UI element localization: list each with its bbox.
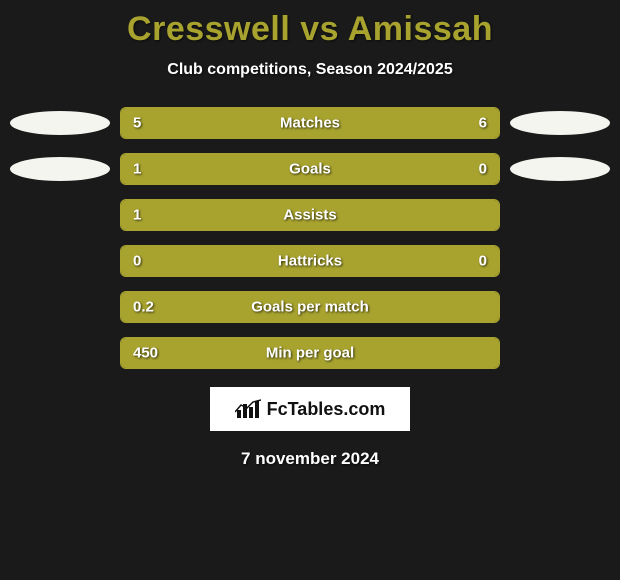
stat-row: 1 0 Goals — [10, 153, 610, 185]
fctables-logo[interactable]: FcTables.com — [210, 387, 410, 431]
stat-row: 450 Min per goal — [10, 337, 610, 369]
stat-bar: 450 Min per goal — [120, 337, 500, 369]
stat-bar: 1 Assists — [120, 199, 500, 231]
stat-bar: 5 6 Matches — [120, 107, 500, 139]
stat-bar: 1 0 Goals — [120, 153, 500, 185]
stat-right-value: 0 — [479, 253, 487, 270]
bar-left-fill — [121, 154, 416, 184]
comparison-card: Cresswell vs Amissah Club competitions, … — [0, 0, 620, 580]
stat-label: Goals per match — [251, 299, 369, 316]
left-ellipse-slot — [10, 293, 110, 321]
stat-label: Hattricks — [278, 253, 342, 270]
stat-label: Matches — [280, 115, 340, 132]
stat-left-value: 1 — [133, 207, 141, 224]
right-ellipse-slot — [510, 201, 610, 229]
stat-left-value: 450 — [133, 345, 158, 362]
stat-left-value: 5 — [133, 115, 141, 132]
left-ellipse-slot — [10, 201, 110, 229]
page-subtitle: Club competitions, Season 2024/2025 — [0, 61, 620, 79]
right-ellipse-slot — [510, 339, 610, 367]
stat-left-value: 0 — [133, 253, 141, 270]
left-ellipse-slot — [10, 339, 110, 367]
stats-area: 5 6 Matches 1 0 Goals 1 Assists 0 0 Hattricks 0.2 Go… — [0, 107, 620, 369]
left-ellipse-slot — [10, 247, 110, 275]
player-ellipse-icon — [10, 111, 110, 135]
logo-text: FcTables.com — [267, 399, 386, 420]
chart-icon — [235, 398, 261, 420]
date-line: 7 november 2024 — [0, 449, 620, 469]
stat-row: 1 Assists — [10, 199, 610, 231]
right-ellipse-slot — [510, 293, 610, 321]
stat-label: Min per goal — [266, 345, 354, 362]
stat-row: 0 0 Hattricks — [10, 245, 610, 277]
player-ellipse-icon — [510, 111, 610, 135]
stat-bar: 0.2 Goals per match — [120, 291, 500, 323]
stat-row: 5 6 Matches — [10, 107, 610, 139]
player-ellipse-icon — [510, 157, 610, 181]
left-ellipse-slot — [10, 155, 110, 183]
stat-label: Assists — [283, 207, 336, 224]
player-ellipse-icon — [10, 157, 110, 181]
left-ellipse-slot — [10, 109, 110, 137]
stat-label: Goals — [289, 161, 331, 178]
stat-row: 0.2 Goals per match — [10, 291, 610, 323]
right-ellipse-slot — [510, 247, 610, 275]
stat-bar: 0 0 Hattricks — [120, 245, 500, 277]
page-title: Cresswell vs Amissah — [0, 10, 620, 49]
stat-left-value: 1 — [133, 161, 141, 178]
stat-right-value: 0 — [479, 161, 487, 178]
bar-left-fill — [121, 108, 291, 138]
right-ellipse-slot — [510, 155, 610, 183]
right-ellipse-slot — [510, 109, 610, 137]
stat-left-value: 0.2 — [133, 299, 154, 316]
stat-right-value: 6 — [479, 115, 487, 132]
